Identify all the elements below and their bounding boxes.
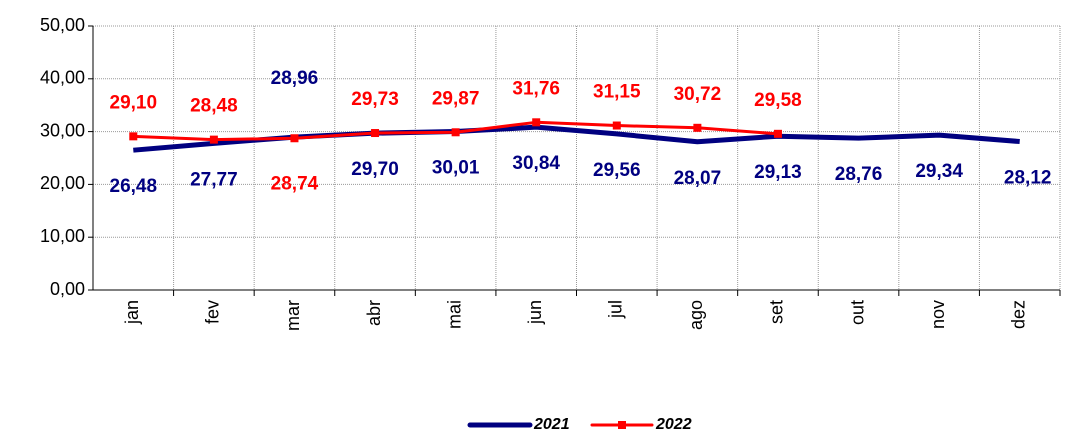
data-label: 26,48 xyxy=(110,176,158,197)
data-label: 29,70 xyxy=(351,159,399,180)
point-marker xyxy=(693,123,702,132)
data-label: 29,10 xyxy=(110,92,158,113)
point-marker xyxy=(773,129,782,138)
data-label: 29,34 xyxy=(915,161,963,182)
data-label: 28,74 xyxy=(271,173,319,194)
x-tick-label: mai xyxy=(444,300,464,329)
data-label: 28,76 xyxy=(835,164,883,185)
x-tick-label: set xyxy=(767,300,787,324)
y-tick-label: 40,00 xyxy=(40,68,85,88)
x-tick-label: mar xyxy=(283,300,303,331)
y-tick-label: 0,00 xyxy=(50,279,85,299)
x-tick-label: dez xyxy=(1008,300,1028,329)
legend-label: 2022 xyxy=(655,416,692,433)
data-label: 28,96 xyxy=(271,68,319,89)
point-marker xyxy=(451,128,460,137)
data-label: 29,73 xyxy=(351,89,399,110)
x-tick-label: jun xyxy=(525,300,545,325)
point-marker xyxy=(129,132,138,141)
data-label: 31,15 xyxy=(593,82,641,103)
data-label: 28,12 xyxy=(1004,168,1052,189)
data-label: 30,72 xyxy=(674,84,722,105)
legend-marker xyxy=(618,421,626,429)
data-label: 29,58 xyxy=(754,90,802,111)
x-tick-label: out xyxy=(847,300,867,325)
point-marker xyxy=(209,135,218,144)
x-tick-label: jul xyxy=(606,300,626,319)
y-tick-label: 20,00 xyxy=(40,173,85,193)
x-tick-label: abr xyxy=(364,300,384,326)
point-marker xyxy=(290,134,299,143)
x-tick-label: fev xyxy=(203,300,223,324)
data-label: 29,87 xyxy=(432,88,480,109)
x-tick-label: ago xyxy=(686,300,706,330)
data-label: 27,77 xyxy=(190,169,238,190)
y-tick-label: 50,00 xyxy=(40,15,85,35)
y-tick-label: 10,00 xyxy=(40,226,85,246)
data-label: 30,84 xyxy=(512,153,560,174)
legend-label: 2021 xyxy=(533,416,570,433)
data-label: 29,56 xyxy=(593,160,641,181)
x-tick-label: jan xyxy=(122,300,142,325)
data-label: 28,48 xyxy=(190,96,238,117)
data-label: 28,07 xyxy=(674,168,722,189)
point-marker xyxy=(612,121,621,130)
data-label: 29,13 xyxy=(754,162,802,183)
point-marker xyxy=(532,118,541,127)
y-tick-label: 30,00 xyxy=(40,120,85,140)
point-marker xyxy=(371,129,380,138)
data-label: 31,76 xyxy=(512,78,560,99)
data-label: 30,01 xyxy=(432,158,480,179)
x-tick-label: nov xyxy=(928,300,948,329)
